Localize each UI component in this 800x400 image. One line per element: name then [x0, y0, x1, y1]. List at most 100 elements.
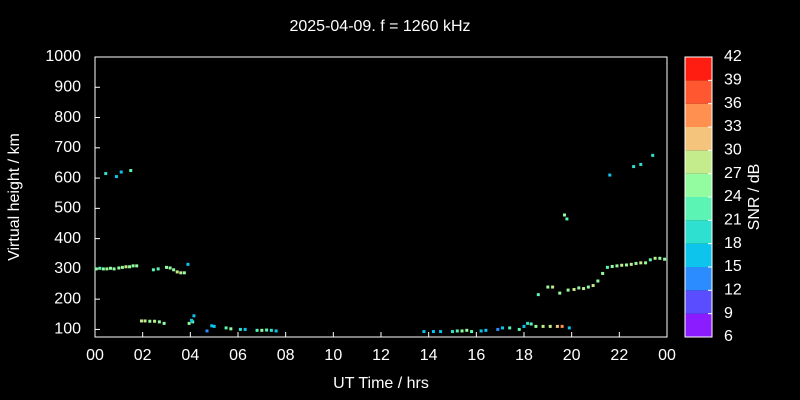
- point: [112, 267, 116, 271]
- point: [139, 319, 143, 323]
- point: [165, 265, 168, 269]
- point: [105, 267, 109, 271]
- point: [108, 266, 112, 270]
- point: [168, 266, 172, 270]
- point: [501, 326, 505, 330]
- point: [224, 326, 228, 330]
- x-tick-label: 18: [515, 347, 533, 364]
- point: [451, 330, 454, 334]
- point: [577, 286, 581, 290]
- x-tick-label: 00: [86, 347, 104, 364]
- x-tick-label: 08: [277, 347, 295, 364]
- colorbar-swatch: [685, 290, 712, 314]
- x-tick-label: 12: [372, 347, 390, 364]
- point: [541, 324, 545, 328]
- point: [265, 328, 269, 332]
- y-tick-label: 300: [54, 260, 81, 277]
- colorbar-tick-label: 27: [724, 165, 742, 182]
- point: [186, 262, 190, 266]
- x-tick-label: 02: [134, 347, 152, 364]
- point: [157, 320, 161, 324]
- point: [455, 329, 459, 333]
- point: [94, 267, 98, 271]
- y-tick-label: 1000: [45, 48, 81, 65]
- x-tick-label: 22: [610, 347, 628, 364]
- point: [496, 327, 500, 331]
- point: [151, 268, 155, 272]
- point: [274, 329, 278, 333]
- point: [658, 256, 662, 260]
- point: [560, 324, 564, 328]
- point: [153, 319, 157, 323]
- point: [156, 267, 160, 271]
- point: [651, 153, 655, 157]
- colorbar-tick-label: 21: [724, 212, 742, 229]
- point: [522, 324, 526, 328]
- y-tick-label: 800: [54, 109, 81, 126]
- point: [128, 265, 132, 269]
- point: [191, 320, 195, 324]
- point: [596, 279, 600, 283]
- x-tick-label: 20: [563, 347, 581, 364]
- y-tick-label: 500: [54, 200, 81, 217]
- point: [129, 169, 133, 173]
- point: [479, 329, 483, 333]
- point: [534, 324, 538, 328]
- point: [536, 293, 540, 297]
- point: [632, 165, 636, 169]
- point: [548, 324, 552, 328]
- point: [269, 328, 273, 332]
- colorbar-tick-label: 24: [724, 188, 742, 205]
- point: [135, 264, 139, 268]
- colorbar-tick-label: 15: [724, 258, 742, 275]
- point: [255, 328, 259, 332]
- point: [162, 321, 166, 325]
- point: [190, 318, 194, 322]
- point: [104, 172, 108, 176]
- point: [608, 173, 612, 177]
- point: [229, 327, 233, 331]
- point: [101, 267, 105, 271]
- point: [610, 264, 614, 268]
- point: [131, 264, 135, 268]
- point: [529, 322, 533, 326]
- point: [431, 330, 435, 334]
- colorbar-tick-label: 9: [724, 305, 733, 322]
- point: [484, 328, 488, 332]
- point: [205, 329, 209, 333]
- point: [551, 285, 555, 289]
- point: [117, 266, 121, 270]
- y-tick-label: 200: [54, 290, 81, 307]
- colorbar-tick-label: 18: [724, 235, 742, 252]
- point: [98, 266, 102, 270]
- x-tick-label: 04: [181, 347, 199, 364]
- point: [179, 271, 183, 275]
- point: [517, 327, 521, 331]
- point: [567, 326, 571, 330]
- point: [601, 271, 605, 275]
- point: [120, 265, 124, 269]
- colorbar-swatch: [685, 127, 712, 151]
- point: [119, 170, 123, 174]
- point: [634, 261, 638, 265]
- point: [182, 271, 186, 275]
- colorbar-tick-label: 30: [724, 142, 742, 159]
- point: [526, 321, 530, 325]
- point: [124, 265, 128, 269]
- colorbar-swatch: [685, 80, 712, 104]
- point: [192, 314, 196, 318]
- point: [591, 284, 595, 288]
- x-tick-label: 14: [420, 347, 438, 364]
- point: [546, 285, 550, 289]
- point: [572, 287, 576, 291]
- point: [212, 324, 216, 328]
- point: [460, 329, 464, 333]
- x-tick-label: 16: [467, 347, 485, 364]
- x-tick-label: 06: [229, 347, 247, 364]
- point: [565, 217, 569, 221]
- point: [563, 213, 567, 217]
- y-tick-label: 400: [54, 230, 81, 247]
- x-tick-label: 00: [658, 347, 676, 364]
